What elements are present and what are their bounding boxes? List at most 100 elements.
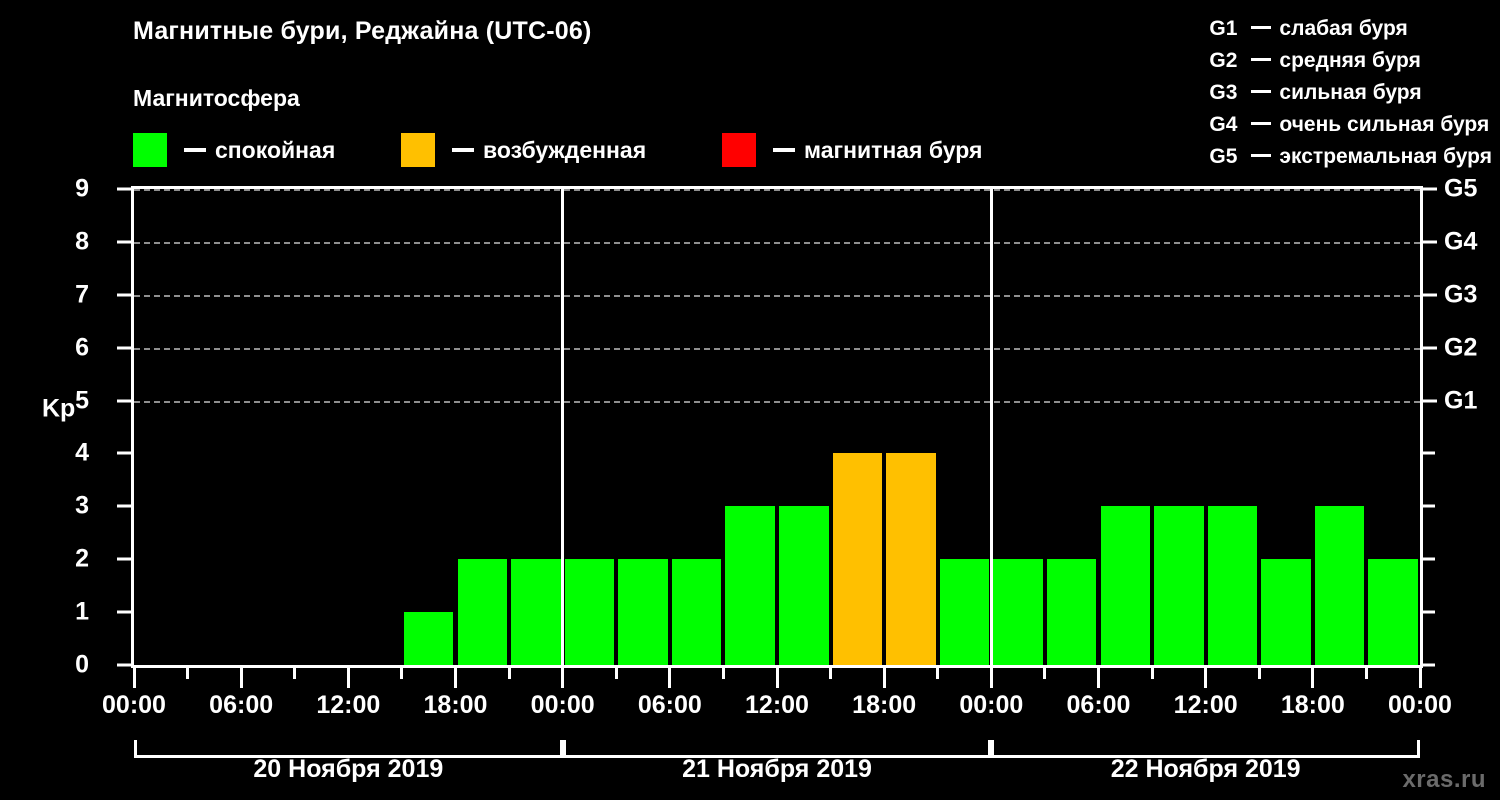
legend-dash-icon — [773, 148, 795, 152]
g-tick-G4 — [1423, 240, 1437, 244]
g-scale-row-G5: G5 экстремальная буря — [1209, 141, 1492, 173]
x-tick-label-10: 12:00 — [1173, 691, 1238, 719]
y-tick-9 — [117, 187, 131, 191]
g-tick-G3 — [1423, 293, 1437, 297]
y-tick-6 — [117, 346, 131, 350]
gridline-kp-7 — [134, 294, 1420, 297]
x-tick-3 — [293, 668, 297, 679]
page-title: Магнитные бури, Реджайна (UTC-06) — [133, 17, 592, 45]
x-tick-label-11: 18:00 — [1280, 691, 1345, 719]
bar-10[interactable] — [671, 559, 722, 665]
gridline-kp-5 — [134, 400, 1420, 403]
gridline-kp-8 — [134, 241, 1420, 244]
y-tick-label-2: 2 — [75, 544, 89, 573]
bar-9[interactable] — [618, 559, 668, 665]
y-tick-5 — [117, 399, 131, 403]
x-tick-label-12: 00:00 — [1388, 691, 1452, 719]
storm-swatch — [722, 133, 756, 167]
y-tick-label-1: 1 — [75, 597, 89, 626]
y-tick-2 — [117, 557, 131, 561]
bar-16[interactable] — [993, 559, 1043, 665]
g-axis-label-G1: G1 — [1444, 386, 1478, 415]
unsettled-swatch — [401, 133, 435, 167]
x-tick-2 — [239, 668, 243, 688]
plot-inner — [134, 189, 1420, 665]
bar-21[interactable] — [1261, 559, 1311, 665]
y-tick-label-6: 6 — [75, 333, 89, 362]
g-scale-legend: G1 слабая буря G2 средняя буря G3 сильная бур… — [1209, 13, 1492, 173]
y-tick-label-5: 5 — [75, 386, 89, 415]
x-tick-21 — [1257, 668, 1261, 679]
x-tick-13 — [829, 668, 833, 679]
y-axis-title: Kp — [42, 394, 76, 423]
y-tick-0 — [117, 663, 131, 667]
g-tick-G5 — [1423, 187, 1437, 191]
g-axis-label-G3: G3 — [1444, 280, 1478, 309]
y-tick-8 — [117, 240, 131, 244]
bar-8[interactable] — [564, 559, 615, 665]
x-tick-19 — [1150, 668, 1154, 679]
bar-22[interactable] — [1314, 506, 1365, 665]
x-tick-15 — [936, 668, 940, 679]
g-scale-code-G4: G4 — [1209, 113, 1238, 136]
x-tick-18 — [1097, 668, 1100, 688]
bar-19[interactable] — [1154, 506, 1204, 665]
magnetosphere-legend-label-0: спокойная — [215, 136, 336, 163]
bar-6[interactable] — [457, 559, 508, 665]
g-tick-G2 — [1423, 346, 1437, 350]
magnetosphere-legend-item-1: возбужденная — [401, 130, 646, 170]
x-tick-label-4: 00:00 — [530, 691, 595, 719]
bar-12[interactable] — [779, 506, 829, 665]
g-axis-label-G2: G2 — [1444, 333, 1478, 362]
y-tick-label-8: 8 — [75, 227, 89, 256]
chart-plot-area — [131, 186, 1423, 668]
g-minor-tick-kp-1 — [1423, 610, 1435, 614]
g-scale-row-G2: G2 средняя буря — [1209, 45, 1492, 77]
x-tick-12 — [775, 668, 779, 688]
magnetosphere-section-label: Магнитосфера — [133, 85, 300, 111]
date-label-3: 22 Ноября 2019 — [1110, 755, 1301, 783]
y-tick-7 — [117, 293, 131, 297]
x-tick-label-8: 00:00 — [959, 691, 1024, 719]
bar-13[interactable] — [832, 453, 883, 665]
x-tick-9 — [614, 668, 618, 679]
bar-15[interactable] — [939, 559, 990, 665]
g-scale-dash-icon — [1251, 122, 1272, 125]
magnetosphere-legend-item-2: магнитная буря — [722, 130, 982, 170]
g-scale-code-G1: G1 — [1209, 17, 1238, 40]
day-divider-1 — [561, 189, 565, 665]
x-tick-1 — [186, 668, 190, 679]
bar-23[interactable] — [1368, 559, 1418, 665]
x-tick-label-2: 12:00 — [316, 691, 381, 719]
g-scale-row-G1: G1 слабая буря — [1209, 13, 1492, 45]
g-axis-label-G5: G5 — [1444, 174, 1478, 203]
x-tick-label-6: 12:00 — [745, 691, 809, 719]
x-tick-10 — [668, 668, 672, 688]
date-bracket-2 — [562, 740, 992, 758]
bar-17[interactable] — [1046, 559, 1097, 665]
x-tick-17 — [1043, 668, 1047, 679]
g-scale-code-G3: G3 — [1209, 81, 1238, 104]
x-tick-20 — [1204, 668, 1208, 688]
y-tick-label-4: 4 — [75, 438, 89, 467]
y-tick-3 — [117, 504, 131, 508]
x-tick-11 — [721, 668, 725, 679]
bar-7[interactable] — [511, 559, 561, 665]
x-tick-label-1: 06:00 — [209, 691, 274, 719]
g-scale-code-G5: G5 — [1209, 145, 1238, 168]
g-scale-dash-icon — [1251, 58, 1272, 61]
y-tick-4 — [117, 451, 131, 455]
bar-20[interactable] — [1207, 506, 1258, 665]
legend-dash-icon — [452, 148, 474, 152]
x-tick-label-5: 06:00 — [637, 691, 702, 719]
bar-11[interactable] — [725, 506, 775, 665]
bar-14[interactable] — [886, 453, 936, 665]
g-scale-dash-icon — [1251, 26, 1272, 29]
bar-18[interactable] — [1100, 506, 1151, 665]
g-scale-row-G4: G4 очень сильная буря — [1209, 109, 1492, 141]
x-tick-label-3: 18:00 — [423, 691, 488, 719]
bar-5[interactable] — [403, 612, 454, 665]
date-label-1: 20 Ноября 2019 — [253, 755, 444, 783]
g-scale-dash-icon — [1251, 90, 1272, 93]
g-scale-code-G2: G2 — [1209, 49, 1238, 72]
